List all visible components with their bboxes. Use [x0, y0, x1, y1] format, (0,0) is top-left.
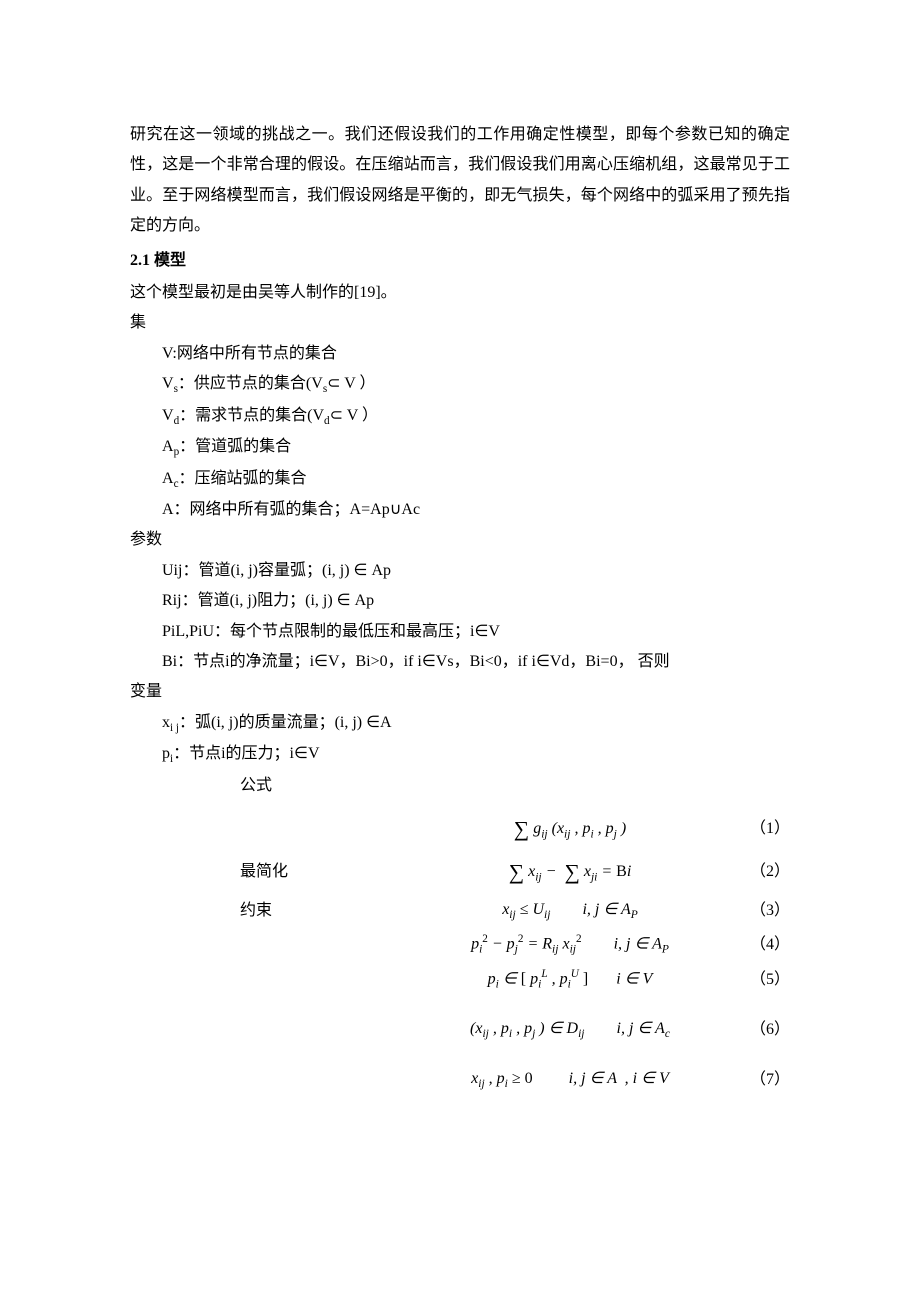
- equation-number: （2）: [730, 857, 790, 887]
- equation-formula: xij , pi ≥ 0 i, j ∈ A , i ∈ V: [410, 1064, 730, 1096]
- param-Bi: Bi：节点i的净流量；i∈V，Bi>0，if i∈Vs，Bi<0，if i∈Vd…: [130, 647, 790, 677]
- equation-label: [130, 814, 410, 844]
- sets-heading: 集: [130, 308, 790, 338]
- equation-row: pi2 − pj2 = Rij xij2 i, j ∈ AP（4）: [130, 929, 790, 961]
- equation-formula: pi2 − pj2 = Rij xij2 i, j ∈ AP: [410, 929, 730, 961]
- equation-label: 最简化: [130, 857, 410, 887]
- set-Ap: Ap：管道弧的集合: [130, 432, 790, 463]
- equation-number: （6）: [730, 1015, 790, 1045]
- equation-number: （4）: [730, 930, 790, 960]
- param-PiLU: PiL,PiU：每个节点限制的最低压和最高压；i∈V: [130, 617, 790, 647]
- equation-label: [130, 930, 410, 960]
- set-Vs: Vs：供应节点的集合(Vs⊂ V ）: [130, 369, 790, 400]
- set-Vd: Vd：需求节点的集合(Vd⊂ V ）: [130, 401, 790, 432]
- equation-number: （3）: [730, 896, 790, 926]
- equation-number: （1）: [730, 814, 790, 844]
- equation-number: （7）: [730, 1065, 790, 1095]
- equation-label: [130, 1065, 410, 1095]
- set-A: A：网络中所有弧的集合；A=Ap∪Ac: [130, 495, 790, 525]
- var-xij: xi j：弧(i, j)的质量流量；(i, j) ∈A: [130, 708, 790, 739]
- equation-formula: pi ∈ [ piL , piU ] i ∈ V: [410, 964, 730, 996]
- equations-block: ∑ gij (xij , pi , pj )（1）最简化∑ xij − ∑ xj…: [130, 809, 790, 1096]
- equation-number: （5）: [730, 965, 790, 995]
- equation-formula: ∑ xij − ∑ xji = Bi: [410, 852, 730, 893]
- equation-row: ∑ gij (xij , pi , pj )（1）: [130, 809, 790, 850]
- equation-label: [130, 1015, 410, 1045]
- equation-row: (xij , pi , pj ) ∈ Dij i, j ∈ Ac（6）: [130, 1014, 790, 1046]
- vars-heading: 变量: [130, 677, 790, 707]
- param-Rij: Rij：管道(i, j)阻力；(i, j) ∈ Ap: [130, 586, 790, 616]
- equation-row: 最简化∑ xij − ∑ xji = Bi（2）: [130, 852, 790, 893]
- equation-label: 约束: [130, 896, 410, 926]
- intro-paragraph: 研究在这一领域的挑战之一。我们还假设我们的工作用确定性模型，即每个参数已知的确定…: [130, 120, 790, 242]
- param-Uij: Uij：管道(i, j)容量弧；(i, j) ∈ Ap: [130, 556, 790, 586]
- equation-formula: xij ≤ Uij i, j ∈ AP: [410, 895, 730, 927]
- equation-formula: (xij , pi , pj ) ∈ Dij i, j ∈ Ac: [410, 1014, 730, 1046]
- equation-row: pi ∈ [ piL , piU ] i ∈ V（5）: [130, 964, 790, 996]
- var-pi: pi：节点i的压力；i∈V: [130, 739, 790, 770]
- equation-row: xij , pi ≥ 0 i, j ∈ A , i ∈ V（7）: [130, 1064, 790, 1096]
- equation-row: 约束xij ≤ Uij i, j ∈ AP（3）: [130, 895, 790, 927]
- params-heading: 参数: [130, 525, 790, 555]
- set-V: V:网络中所有节点的集合: [130, 339, 790, 369]
- equation-formula: ∑ gij (xij , pi , pj ): [410, 809, 730, 850]
- set-Ac: Ac：压缩站弧的集合: [130, 464, 790, 495]
- formula-heading: 公式: [130, 771, 790, 801]
- model-origin: 这个模型最初是由吴等人制作的[19]。: [130, 278, 790, 308]
- section-title: 2.1 模型: [130, 246, 790, 276]
- equation-label: [130, 965, 410, 995]
